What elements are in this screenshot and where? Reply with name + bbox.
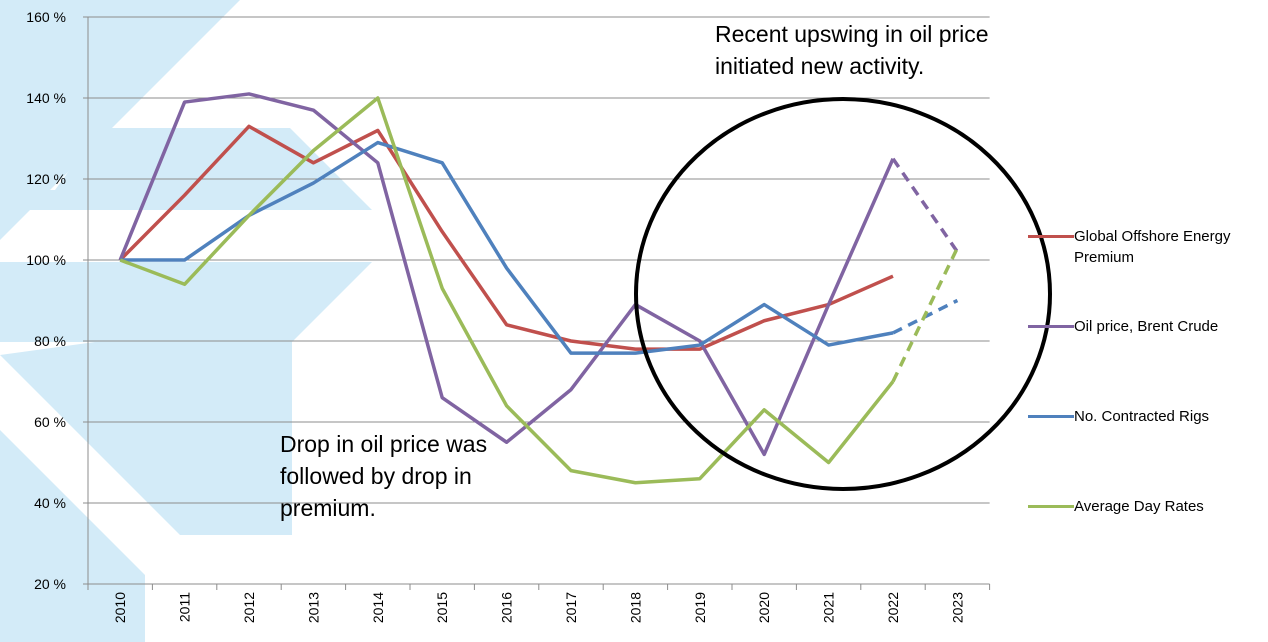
legend-item: No. Contracted Rigs xyxy=(1028,406,1264,427)
legend-swatch xyxy=(1028,505,1074,508)
annotation: Recent upswing in oil price initiated ne… xyxy=(715,21,989,79)
legend-swatch xyxy=(1028,415,1074,418)
highlight-circle xyxy=(634,97,1052,491)
legend-swatch xyxy=(1028,325,1074,328)
legend-label: Oil price, Brent Crude xyxy=(1074,318,1219,335)
x-tick-label: 2021 xyxy=(821,592,837,623)
x-tick-label: 2010 xyxy=(112,592,128,623)
legend-item: Average Day Rates xyxy=(1028,496,1264,517)
legend-swatch xyxy=(1028,235,1074,238)
chevron xyxy=(0,0,240,240)
x-tick-label: 2022 xyxy=(885,592,901,623)
legend-label: No. Contracted Rigs xyxy=(1074,408,1210,425)
chevron xyxy=(0,342,292,535)
x-tick-label: 2019 xyxy=(692,592,708,623)
x-tick-label: 2023 xyxy=(949,592,965,623)
series-line xyxy=(118,92,895,457)
legend-label: Average Day Rates xyxy=(1074,498,1204,515)
background-chevrons xyxy=(0,0,372,642)
chevron xyxy=(0,128,372,210)
y-tick-label: 100 % xyxy=(26,252,66,268)
series-line-dashed xyxy=(891,157,959,253)
legend-item: Global Offshore Energy Premium xyxy=(1028,226,1264,268)
x-tick-label: 2018 xyxy=(627,592,643,623)
y-tick-label: 60 % xyxy=(34,414,66,430)
legend-item: Oil price, Brent Crude xyxy=(1028,316,1264,337)
plot-area: 20 % 40 % 60 % 80 % 100 % 120 % 140 % 160 % 2010… xyxy=(26,9,991,623)
x-tick-label: 2016 xyxy=(499,592,515,623)
y-tick-label: 80 % xyxy=(34,333,66,349)
y-tick-label: 140 % xyxy=(26,90,66,106)
legend-label: Global Offshore Energy Premium xyxy=(1074,228,1231,266)
y-tick-label: 40 % xyxy=(34,495,66,511)
x-tick-label: 2015 xyxy=(434,592,450,623)
series-line xyxy=(119,96,895,485)
series-line xyxy=(118,124,894,351)
y-tick-label: 120 % xyxy=(26,171,66,187)
annotation: Drop in oil price was followed by drop i… xyxy=(280,431,488,521)
chevron xyxy=(0,430,145,642)
x-tick-label: 2012 xyxy=(241,592,257,623)
x-tick-label: 2014 xyxy=(370,592,386,623)
chevron xyxy=(0,262,372,342)
series-line-dashed xyxy=(891,247,959,383)
x-tick-label: 2017 xyxy=(563,592,579,623)
y-tick-label: 20 % xyxy=(34,576,66,592)
x-tick-label: 2020 xyxy=(756,592,772,623)
y-tick-label: 160 % xyxy=(26,9,66,25)
x-tick-label: 2013 xyxy=(305,592,321,623)
x-tick-label: 2011 xyxy=(177,592,193,622)
